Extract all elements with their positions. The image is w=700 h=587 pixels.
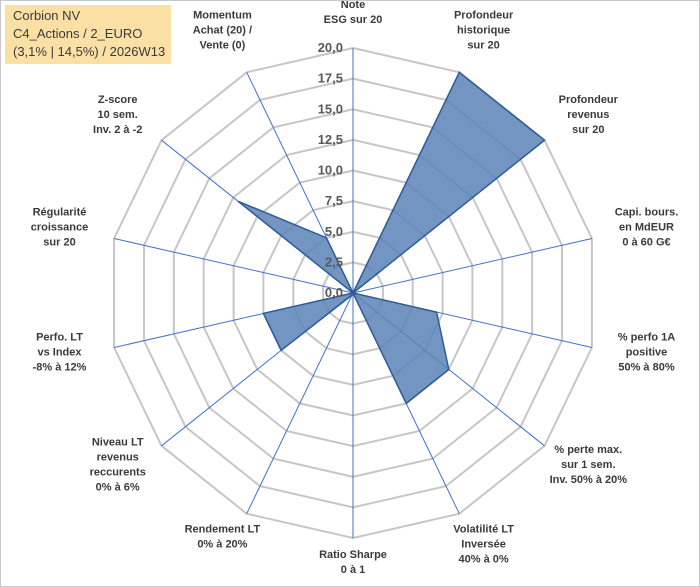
category-label-line: 40% à 0% <box>459 553 509 565</box>
portfolio-label: C4_Actions / 2_EURO <box>13 26 143 41</box>
category-label-line: historique <box>457 25 510 37</box>
category-label-line: 10 sem. <box>98 109 138 121</box>
range-week-label: (3,1% | 14,5%) / 2026W13 <box>13 44 166 59</box>
category-label-line: Momentum <box>193 10 252 22</box>
category-label: Profondeur historique sur 20 <box>454 10 514 52</box>
category-label-line: Vente (0) <box>199 40 245 52</box>
tick-label: 12,5 <box>318 132 343 147</box>
tick-label: 17,5 <box>318 71 343 86</box>
tick-label: 20,0 <box>318 40 343 55</box>
series-area <box>237 71 546 405</box>
category-label-line: 0% à 6% <box>96 482 140 494</box>
category-label-line: sur 20 <box>43 237 75 249</box>
tick-label: 7,5 <box>325 193 343 208</box>
category-label-line: Perfo. LT <box>36 332 83 344</box>
tick-label: 0,0 <box>325 285 343 300</box>
category-label-line: Profondeur <box>454 10 514 22</box>
category-label-line: sur 20 <box>572 124 604 136</box>
category-label-line: positive <box>626 347 668 359</box>
category-label: Momentum Achat (20) / Vente (0) <box>193 10 252 52</box>
category-label-line: sur 20 <box>467 40 499 52</box>
category-label: Note ESG sur 20 <box>324 1 383 26</box>
category-label-line: en MdEUR <box>619 222 674 234</box>
category-label: Rendement LT 0% à 20% <box>185 523 261 550</box>
category-label: Profondeur revenus sur 20 <box>559 94 619 136</box>
tick-label: 15,0 <box>318 101 343 116</box>
category-label-line: Profondeur <box>559 94 619 106</box>
info-box: Corbion NV C4_Actions / 2_EURO (3,1% | 1… <box>5 5 172 64</box>
category-label-line: vs Index <box>37 347 82 359</box>
category-label: % perfo 1A positive 50% à 80% <box>618 332 676 374</box>
category-label-line: croissance <box>31 222 88 234</box>
category-label-line: Z-score <box>98 94 138 106</box>
category-label-line: sur 1 sem. <box>561 459 615 471</box>
category-label-line: 50% à 80% <box>618 362 674 374</box>
category-label-line: Inv. 50% à 20% <box>550 474 628 486</box>
category-label-line: ESG sur 20 <box>324 14 383 26</box>
category-label-line: revenus <box>97 452 139 464</box>
category-label: Ratio Sharpe 0 à 1 <box>319 549 387 576</box>
category-label-line: Inv. 2 à -2 <box>93 124 142 136</box>
category-label: Perfo. LT vs Index -8% à 12% <box>33 332 87 374</box>
category-label: Volatilité LT Inversée 40% à 0% <box>453 523 514 565</box>
axis-spoke <box>352 238 593 294</box>
axis-spoke <box>246 292 354 514</box>
category-label: Z-score 10 sem. Inv. 2 à -2 <box>93 94 142 136</box>
tick-label: 10,0 <box>318 163 343 178</box>
category-label-line: Achat (20) / <box>193 25 252 37</box>
axis-spoke <box>113 238 354 294</box>
category-label-line: reccurents <box>90 467 146 479</box>
category-label-line: % perfo 1A <box>618 332 676 344</box>
category-label-line: revenus <box>567 109 609 121</box>
category-label-line: 0 à 1 <box>341 564 365 576</box>
category-label: Capi. bours. en MdEUR 0 à 60 G€ <box>615 207 679 249</box>
tick-label: 2,5 <box>325 254 343 269</box>
category-label-line: 0 à 60 G€ <box>622 237 670 249</box>
category-label-line: Note <box>341 1 365 11</box>
company-name: Corbion NV <box>13 8 81 23</box>
category-label: Niveau LT revenus reccurents 0% à 6% <box>90 437 146 494</box>
category-label-line: 0% à 20% <box>197 538 247 550</box>
category-label: Régularité croissance sur 20 <box>31 207 88 249</box>
category-label-line: Ratio Sharpe <box>319 549 387 561</box>
category-label-line: Volatilité LT <box>453 523 514 535</box>
category-label-line: Niveau LT <box>92 437 144 449</box>
category-label-line: Rendement LT <box>185 523 261 535</box>
category-label-line: % perte max. <box>554 444 622 456</box>
category-label-line: Inversée <box>461 538 506 550</box>
category-label: % perte max. sur 1 sem. Inv. 50% à 20% <box>550 444 628 486</box>
category-label-line: Capi. bours. <box>615 207 679 219</box>
category-label-line: -8% à 12% <box>33 362 87 374</box>
category-label-line: Régularité <box>33 207 87 219</box>
tick-label: 5,0 <box>325 224 343 239</box>
